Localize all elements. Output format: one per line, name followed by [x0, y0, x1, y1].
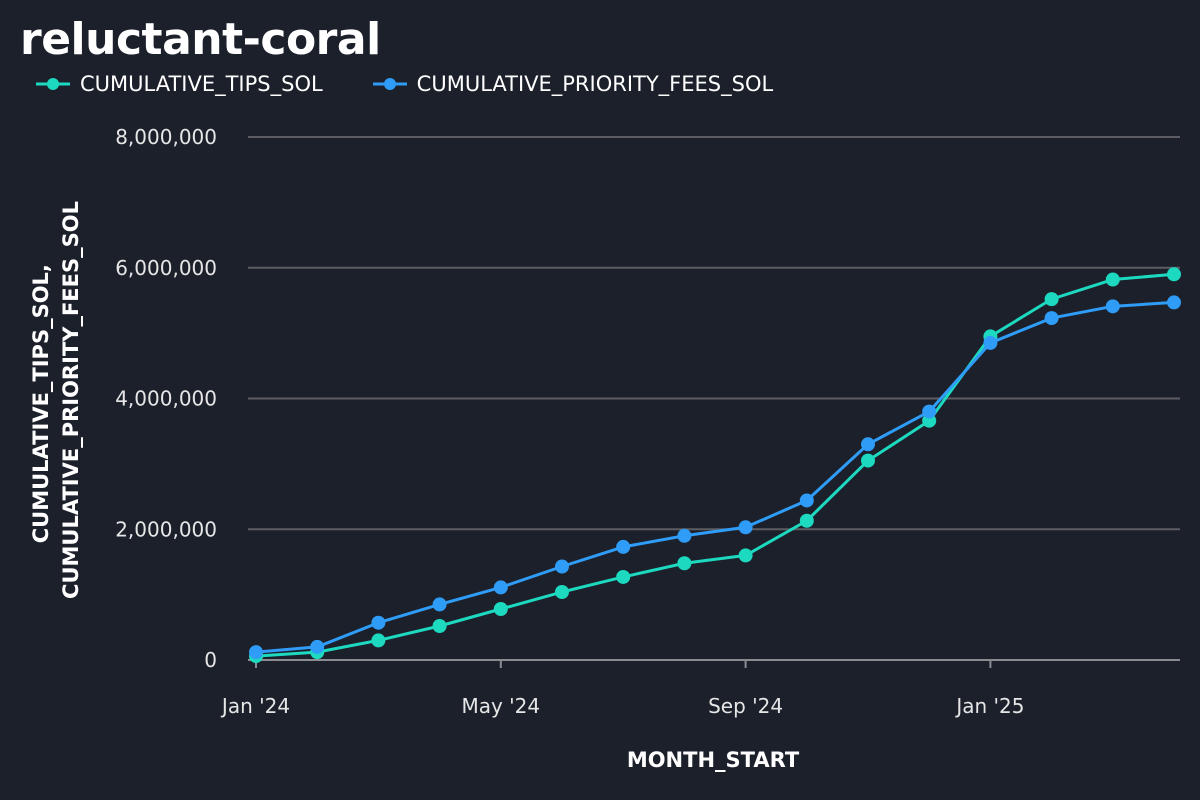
data-point-cumulative-priority-fees-sol[interactable]	[493, 580, 508, 595]
axis-layer: 0 2,000,000 4,000,000 6,000,000 8,000,000 Jan…	[115, 125, 1180, 718]
series-layer	[249, 267, 1181, 664]
legend-swatch-tips-icon	[36, 78, 70, 90]
data-point-cumulative-priority-fees-sol[interactable]	[1044, 311, 1059, 326]
data-point-cumulative-priority-fees-sol[interactable]	[922, 404, 937, 419]
legend: CUMULATIVE_TIPS_SOL CUMULATIVE_PRIORITY_…	[36, 72, 773, 96]
x-tick-label: Jan '25	[954, 694, 1024, 718]
data-point-cumulative-tips-sol[interactable]	[861, 453, 875, 468]
y-tick-label: 0	[204, 648, 217, 672]
data-point-cumulative-tips-sol[interactable]	[616, 569, 631, 584]
x-tick-label: May '24	[461, 694, 540, 718]
data-point-cumulative-priority-fees-sol[interactable]	[799, 493, 814, 508]
data-point-cumulative-tips-sol[interactable]	[371, 633, 386, 648]
chart-title: reluctant-coral	[20, 14, 381, 65]
data-point-cumulative-tips-sol[interactable]	[1105, 272, 1120, 287]
legend-item-tips[interactable]: CUMULATIVE_TIPS_SOL	[36, 72, 323, 96]
data-point-cumulative-tips-sol[interactable]	[1044, 292, 1059, 307]
legend-item-priority-fees[interactable]: CUMULATIVE_PRIORITY_FEES_SOL	[372, 72, 774, 96]
data-point-cumulative-tips-sol[interactable]	[1167, 267, 1181, 282]
series-line-cumulative-tips-sol	[255, 272, 1175, 658]
y-tick-label: 6,000,000	[115, 256, 217, 280]
data-point-cumulative-priority-fees-sol[interactable]	[983, 335, 998, 350]
data-point-cumulative-priority-fees-sol[interactable]	[1167, 295, 1181, 310]
y-tick-label: 2,000,000	[115, 517, 217, 541]
x-axis-title: MONTH_START	[627, 748, 800, 772]
data-point-cumulative-priority-fees-sol[interactable]	[1105, 299, 1120, 314]
data-point-cumulative-tips-sol[interactable]	[493, 602, 508, 617]
grid-layer	[248, 136, 1180, 531]
legend-label-tips: CUMULATIVE_TIPS_SOL	[80, 72, 323, 96]
data-point-cumulative-priority-fees-sol[interactable]	[371, 615, 386, 630]
data-point-cumulative-priority-fees-sol[interactable]	[616, 539, 631, 554]
data-point-cumulative-tips-sol[interactable]	[432, 619, 447, 634]
data-point-cumulative-tips-sol[interactable]	[555, 585, 569, 600]
y-tick-label: 8,000,000	[115, 125, 217, 149]
data-point-cumulative-priority-fees-sol[interactable]	[310, 639, 325, 654]
x-tick-label: Jan '24	[220, 694, 290, 718]
legend-swatch-priority-fees-icon	[372, 78, 407, 90]
data-point-cumulative-priority-fees-sol[interactable]	[677, 528, 692, 543]
legend-label-priority-fees: CUMULATIVE_PRIORITY_FEES_SOL	[416, 72, 774, 96]
data-point-cumulative-priority-fees-sol[interactable]	[738, 520, 753, 535]
data-point-cumulative-priority-fees-sol[interactable]	[432, 597, 447, 612]
data-point-cumulative-tips-sol[interactable]	[677, 556, 692, 571]
x-tick-label: Sep '24	[708, 694, 783, 718]
y-axis-title-line-2: CUMULATIVE_PRIORITY_FEES_SOL	[59, 201, 83, 599]
y-tick-label: 4,000,000	[115, 387, 217, 411]
data-point-cumulative-priority-fees-sol[interactable]	[249, 645, 263, 660]
data-point-cumulative-tips-sol[interactable]	[799, 513, 814, 528]
data-point-cumulative-priority-fees-sol[interactable]	[861, 437, 875, 452]
y-axis-title-line-1: CUMULATIVE_TIPS_SOL,	[29, 264, 53, 543]
data-point-cumulative-tips-sol[interactable]	[738, 548, 753, 563]
series-line-cumulative-priority-fees-sol	[255, 300, 1175, 654]
y-axis-title: CUMULATIVE_TIPS_SOL, CUMULATIVE_PRIORITY…	[29, 201, 83, 599]
data-point-cumulative-priority-fees-sol[interactable]	[555, 559, 569, 574]
